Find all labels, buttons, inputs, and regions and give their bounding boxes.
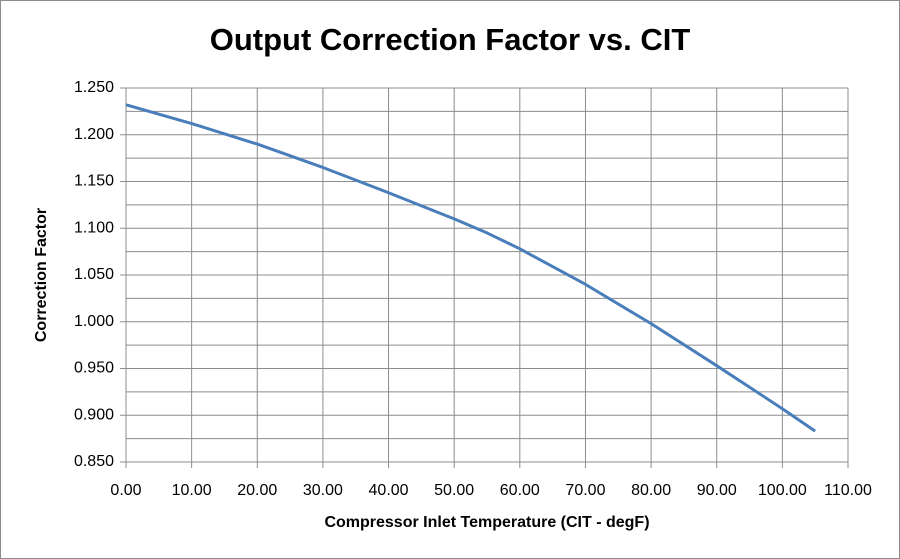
- y-tick-label: 0.850: [74, 453, 114, 470]
- y-tick-label: 0.950: [74, 360, 114, 377]
- x-tick-label: 10.00: [172, 482, 212, 499]
- y-tick-label: 1.100: [74, 219, 114, 236]
- x-tick-label: 70.00: [565, 482, 605, 499]
- y-tick-label: 0.900: [74, 406, 114, 423]
- x-tick-label: 30.00: [303, 482, 343, 499]
- x-tick-label: 40.00: [369, 482, 409, 499]
- x-tick-label: 50.00: [434, 482, 474, 499]
- y-tick-label: 1.000: [74, 313, 114, 330]
- chart-title: Output Correction Factor vs. CIT: [210, 22, 691, 57]
- y-tick-label: 1.050: [74, 266, 114, 283]
- x-tick-label: 20.00: [237, 482, 277, 499]
- x-tick-label: 90.00: [697, 482, 737, 499]
- x-tick-label: 60.00: [500, 482, 540, 499]
- y-tick-label: 1.200: [74, 126, 114, 143]
- y-tick-label: 1.150: [74, 173, 114, 190]
- x-tick-label: 0.00: [110, 482, 141, 499]
- x-tick-label: 110.00: [824, 482, 872, 499]
- y-tick-label: 1.250: [74, 79, 114, 96]
- x-tick-label: 80.00: [631, 482, 671, 499]
- x-tick-label: 100.00: [758, 482, 807, 499]
- x-axis-label: Compressor Inlet Temperature (CIT - degF…: [324, 514, 649, 531]
- data-line: [125, 103, 817, 433]
- y-axis-label: Correction Factor: [33, 208, 50, 342]
